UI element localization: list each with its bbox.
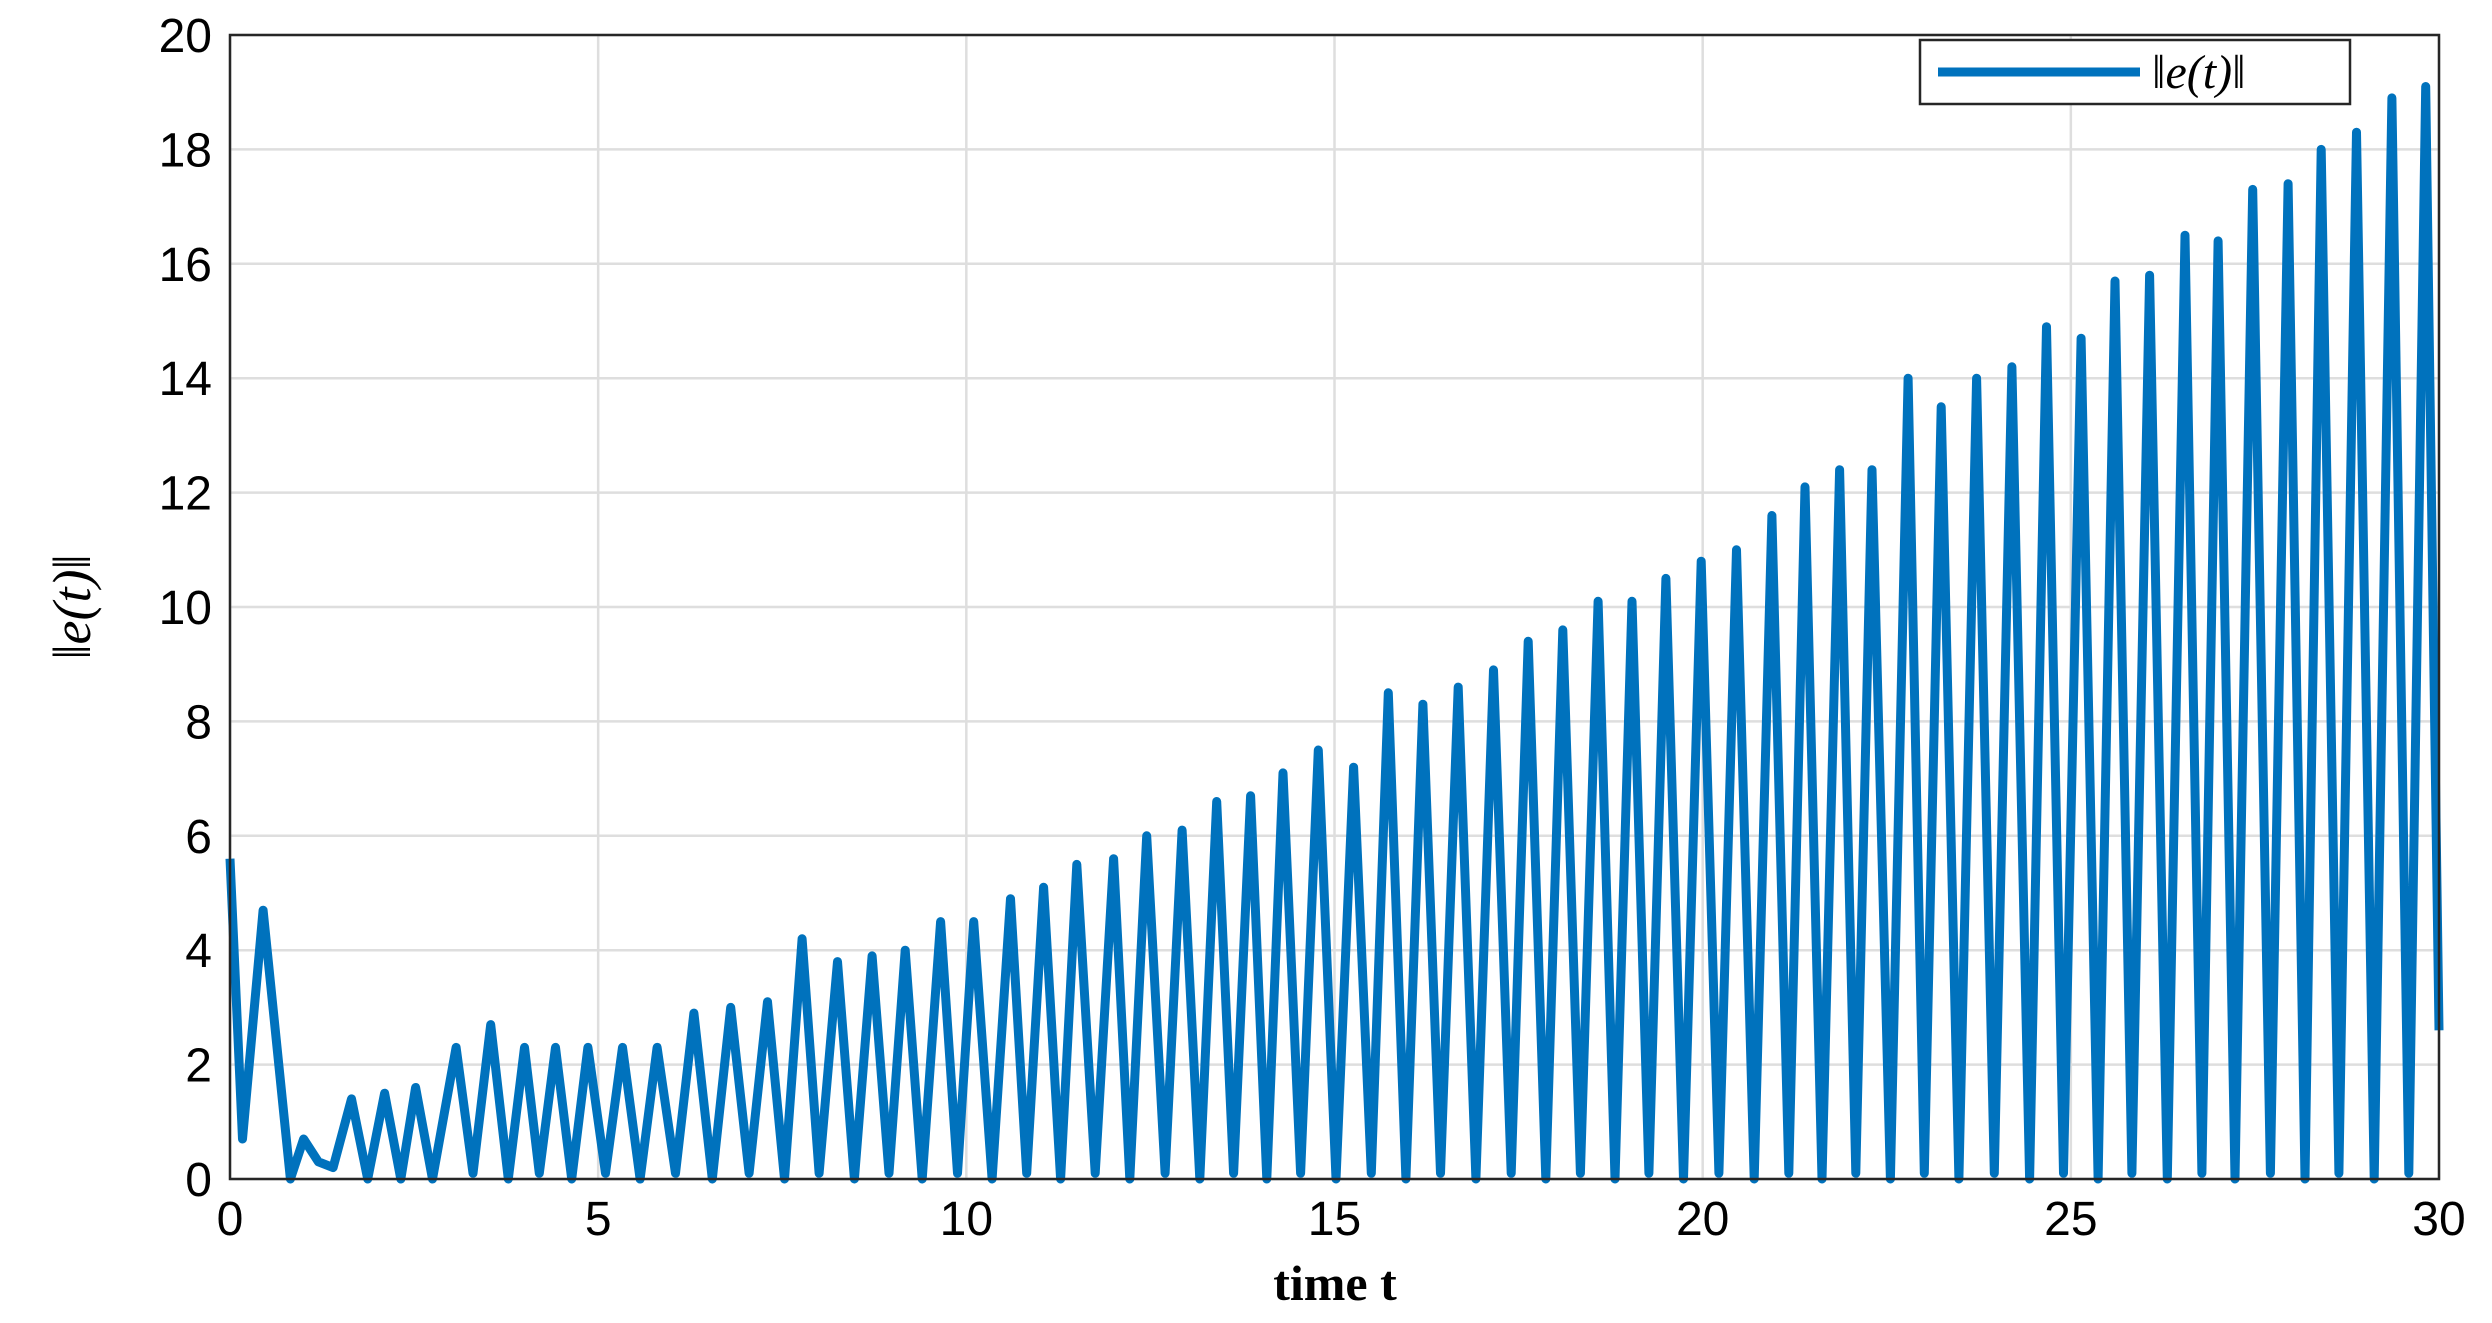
legend-label: ‖e(t)‖: [2152, 46, 2246, 99]
y-tick-label: 20: [159, 10, 212, 63]
x-tick-label: 25: [2044, 1193, 2097, 1246]
y-tick-label: 2: [185, 1040, 212, 1093]
y-tick-label: 4: [185, 925, 212, 978]
y-tick-label: 14: [159, 353, 212, 406]
y-tick-label: 18: [159, 124, 212, 177]
y-tick-label: 8: [185, 696, 212, 749]
y-axis-label: ‖e(t)‖: [42, 554, 102, 659]
y-tick-label: 10: [159, 582, 212, 635]
x-tick-label: 20: [1676, 1193, 1729, 1246]
x-tick-label: 10: [940, 1193, 993, 1246]
plot-frame: [228, 33, 2441, 1181]
x-tick-label: 0: [217, 1193, 244, 1246]
x-tick-label: 30: [2412, 1193, 2465, 1246]
y-tick-label: 12: [159, 468, 212, 521]
x-tick-label: 5: [585, 1193, 612, 1246]
y-tick-label: 6: [185, 811, 212, 864]
y-tick-label: 0: [185, 1154, 212, 1207]
x-tick-label: 15: [1308, 1193, 1361, 1246]
x-axis-label: time t: [1273, 1255, 1397, 1311]
y-tick-label: 16: [159, 239, 212, 292]
